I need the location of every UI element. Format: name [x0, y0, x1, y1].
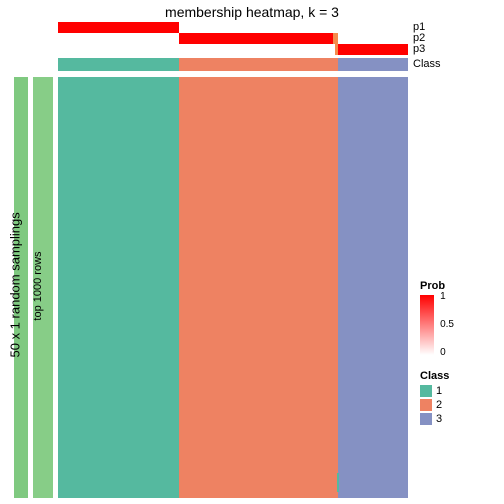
- swatch-icon: [420, 413, 432, 425]
- p-row-p1: [58, 22, 408, 33]
- class-legend-item-1: 1: [420, 385, 449, 397]
- chart-title: membership heatmap, k = 3: [0, 4, 504, 20]
- class-legend: Class 1 2 3: [420, 370, 449, 425]
- row-label-class: Class: [413, 58, 441, 70]
- heatmap-block-1: [58, 77, 179, 498]
- row-label-p3: p3: [413, 43, 425, 55]
- class-legend-item-2: 2: [420, 399, 449, 411]
- prob-gradient: [420, 295, 434, 355]
- heatmap-notch: [337, 473, 339, 492]
- class-legend-item-3: 3: [420, 413, 449, 425]
- prob-legend: Prob 1 0.5 0: [420, 280, 445, 358]
- divider: [58, 74, 408, 77]
- y-label-outer: 50 x 1 random samplings: [8, 218, 23, 358]
- heatmap-block-2: [179, 77, 338, 498]
- y-label-inner: top 1000 rows: [32, 236, 44, 336]
- membership-heatmap: [58, 77, 408, 498]
- prob-tick-1: 1: [440, 291, 446, 302]
- p-row-p3: [58, 44, 408, 55]
- class-annotation-row: [58, 58, 408, 71]
- swatch-icon: [420, 399, 432, 411]
- swatch-icon: [420, 385, 432, 397]
- class-legend-title: Class: [420, 370, 449, 382]
- p-row-p2: [58, 33, 408, 44]
- heatmap-block-3: [338, 77, 408, 498]
- prob-tick-05: 0.5: [440, 319, 454, 330]
- prob-tick-0: 0: [440, 347, 446, 358]
